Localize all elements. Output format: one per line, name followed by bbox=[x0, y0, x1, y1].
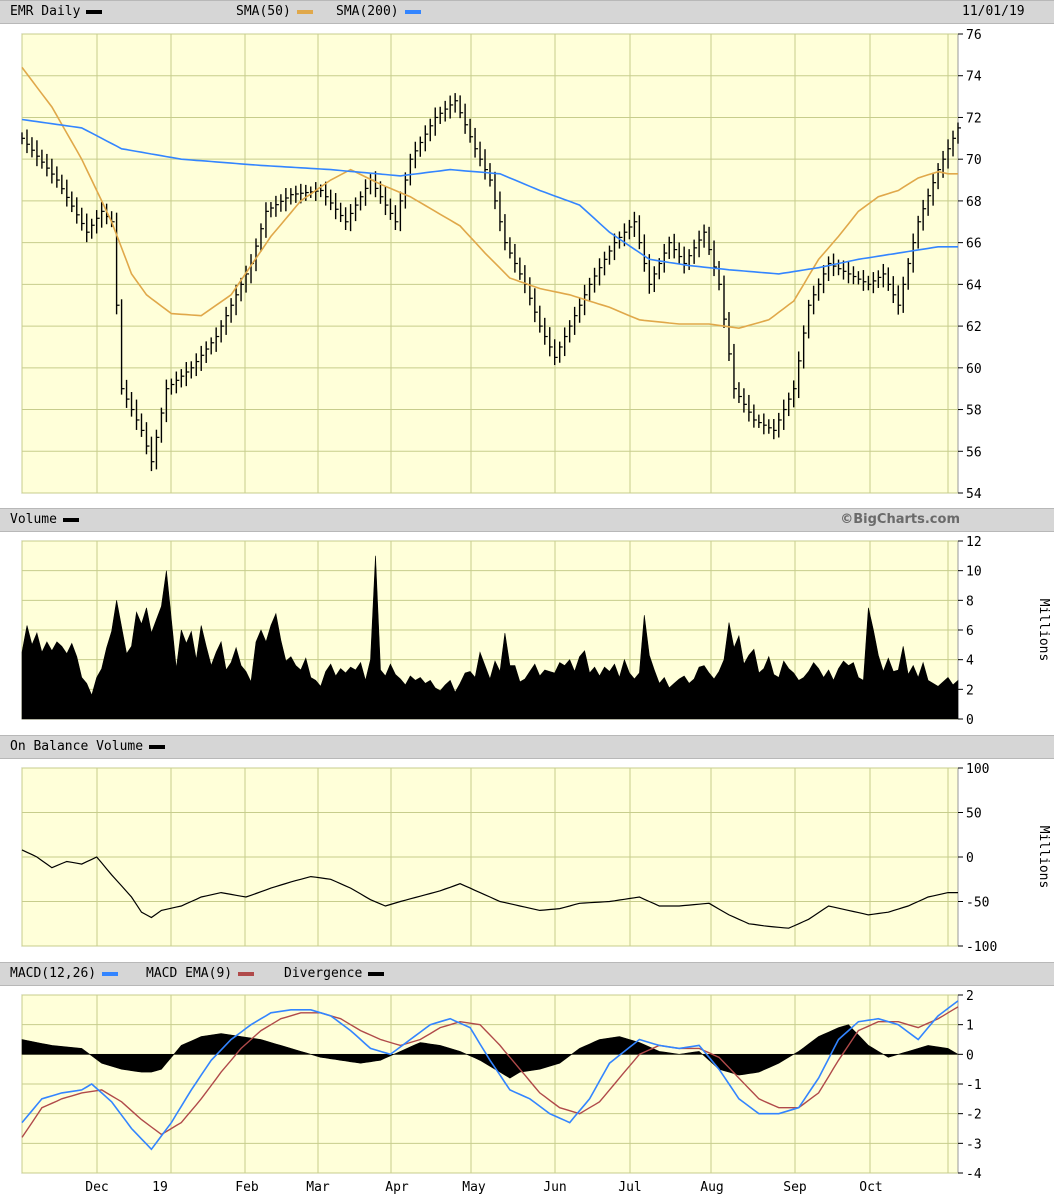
macd-line bbox=[21, 1000, 959, 1151]
x-axis-label-dec: Dec bbox=[85, 1180, 108, 1195]
x-axis-label-jul: Jul bbox=[618, 1180, 641, 1195]
x-axis-label-sep: Sep bbox=[783, 1180, 807, 1195]
volume-ytick-label-5: 2 bbox=[966, 683, 974, 698]
volume-ytick-label-0: 12 bbox=[966, 535, 982, 550]
price-swatch bbox=[86, 9, 103, 14]
price-ytick-label-8: 60 bbox=[966, 362, 982, 377]
volume-panel-header: Volume ©BigCharts.com bbox=[0, 508, 1054, 532]
macd-ema-swatch bbox=[238, 971, 255, 976]
divergence-area bbox=[21, 1024, 959, 1079]
volume-ytick-label-1: 10 bbox=[966, 565, 982, 580]
obv-swatch bbox=[149, 744, 166, 749]
obv-line bbox=[21, 849, 958, 929]
macd-ytick-label-3: -1 bbox=[966, 1078, 982, 1093]
volume-title: Volume bbox=[10, 512, 79, 527]
price-ytick-label-5: 66 bbox=[966, 237, 982, 252]
macd-panel-header: MACD(12,26) MACD EMA(9) Divergence bbox=[0, 962, 1054, 986]
x-axis-label-feb: Feb bbox=[235, 1180, 259, 1195]
sma50-line bbox=[21, 66, 958, 330]
sma200-swatch bbox=[404, 9, 421, 14]
volume-area bbox=[21, 555, 959, 720]
price-ytick-label-7: 62 bbox=[966, 320, 982, 335]
macd-ytick-label-4: -2 bbox=[966, 1108, 982, 1123]
macd-ytick-label-5: -3 bbox=[966, 1137, 982, 1152]
price-panel-header: EMR Daily SMA(50) SMA(200) 11/01/19 bbox=[0, 0, 1054, 24]
price-plot-area bbox=[21, 33, 959, 494]
price-ytick-label-11: 54 bbox=[966, 487, 982, 502]
macd-ytick-label-1: 1 bbox=[966, 1019, 974, 1034]
credit-text: ©BigCharts.com bbox=[840, 512, 960, 527]
price-ytick-label-4: 68 bbox=[966, 195, 982, 210]
sma200-legend: SMA(200) bbox=[336, 4, 421, 19]
price-ytick-label-3: 70 bbox=[966, 153, 982, 168]
header-date: 11/01/19 bbox=[962, 4, 1025, 19]
volume-ytick-label-4: 4 bbox=[966, 654, 974, 669]
x-axis-label-mar: Mar bbox=[306, 1180, 330, 1195]
obv-ytick-label-0: 100 bbox=[966, 762, 989, 777]
price-title: EMR Daily bbox=[10, 4, 103, 19]
obv-ytick-label-3: -50 bbox=[966, 896, 989, 911]
macd-ema-legend: MACD EMA(9) bbox=[146, 966, 255, 981]
obv-ytick-label-1: 50 bbox=[966, 807, 982, 822]
volume-swatch bbox=[62, 517, 79, 522]
price-ytick-label-10: 56 bbox=[966, 445, 982, 460]
macd-ytick-label-0: 2 bbox=[966, 989, 974, 1004]
obv-ytick-label-4: -100 bbox=[966, 940, 997, 955]
volume-ytick-label-3: 6 bbox=[966, 624, 974, 639]
volume-ylabel: Millions bbox=[1036, 599, 1051, 662]
divergence-legend: Divergence bbox=[284, 966, 385, 981]
price-ytick-label-9: 58 bbox=[966, 404, 982, 419]
obv-title: On Balance Volume bbox=[10, 739, 166, 754]
x-axis-label-jun: Jun bbox=[543, 1180, 566, 1195]
sma200-line bbox=[21, 118, 958, 275]
sma50-swatch bbox=[296, 9, 313, 14]
macd-legend: MACD(12,26) bbox=[10, 966, 119, 981]
price-ytick-label-2: 72 bbox=[966, 111, 982, 126]
volume-ytick-label-2: 8 bbox=[966, 594, 974, 609]
x-axis-label-apr: Apr bbox=[385, 1180, 409, 1195]
x-axis-label-oct: Oct bbox=[859, 1180, 882, 1195]
macd-swatch bbox=[102, 971, 119, 976]
sma50-legend: SMA(50) bbox=[236, 4, 313, 19]
price-ytick-label-0: 76 bbox=[966, 28, 982, 43]
x-axis-label-aug: Aug bbox=[700, 1180, 723, 1195]
obv-ytick-label-2: 0 bbox=[966, 851, 974, 866]
macd-ytick-label-6: -4 bbox=[966, 1167, 982, 1182]
x-axis-label-19: 19 bbox=[152, 1180, 168, 1195]
obv-panel-header: On Balance Volume bbox=[0, 735, 1054, 759]
volume-ytick-label-6: 0 bbox=[966, 713, 974, 728]
divergence-swatch bbox=[368, 971, 385, 976]
macd-ytick-label-2: 0 bbox=[966, 1048, 974, 1063]
price-ytick-label-1: 74 bbox=[966, 70, 982, 85]
price-ytick-label-6: 64 bbox=[966, 278, 982, 293]
obv-ylabel: Millions bbox=[1036, 826, 1051, 889]
macd-ema-line bbox=[21, 1006, 959, 1138]
x-axis-label-may: May bbox=[462, 1180, 486, 1195]
